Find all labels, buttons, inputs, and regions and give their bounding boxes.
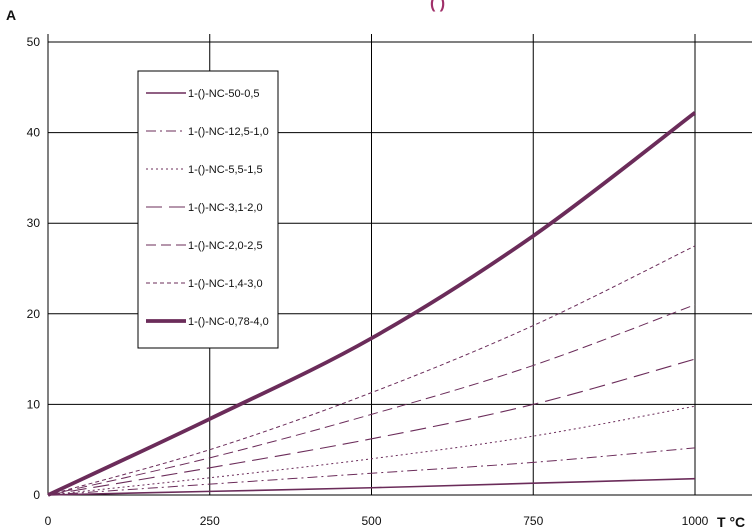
legend-label-6: 1-()-NC-0,78-4,0 (188, 316, 269, 328)
x-tick-label-3: 750 (523, 514, 543, 528)
y-tick-label-0: 0 (33, 488, 40, 502)
series-line-4 (47, 304, 696, 496)
series-line-1 (47, 447, 696, 496)
legend-label-5: 1-()-NC-1,4-3,0 (188, 278, 263, 290)
y-tick-label-2: 20 (27, 307, 41, 321)
x-tick-label-2: 500 (361, 514, 381, 528)
legend-label-0: 1-()-NC-50-0,5 (188, 88, 260, 100)
legend-label-4: 1-()-NC-2,0-2,5 (188, 240, 263, 252)
legend-label-1: 1-()-NC-12,5-1,0 (188, 126, 269, 138)
y-tick-label-3: 30 (27, 216, 41, 230)
series-line-2 (47, 405, 696, 496)
x-tick-label-1: 250 (200, 514, 220, 528)
series-line-6 (47, 111, 697, 497)
legend-label-3: 1-()-NC-3,1-2,0 (188, 202, 263, 214)
series-line-5 (47, 245, 696, 496)
series-layer (47, 111, 697, 497)
y-tick-label-5: 50 (27, 35, 41, 49)
x-tick-label-4: 1000 (682, 514, 709, 528)
y-tick-label-1: 10 (27, 397, 41, 411)
y-tick-label-4: 40 (27, 126, 41, 140)
legend-label-2: 1-()-NC-5,5-1,5 (188, 164, 263, 176)
y-axis-title: A (6, 7, 16, 23)
legend: 1-()-NC-50-0,5 1-()-NC-12,5-1,0 1-()-NC-5,… (137, 70, 279, 349)
x-axis-title: T °C (717, 514, 745, 530)
legend-box (137, 70, 279, 349)
series-line-0 (47, 477, 696, 496)
x-tick-label-0: 0 (45, 514, 52, 528)
series-line-3 (47, 358, 696, 496)
header-fragment: ( ) (430, 0, 445, 12)
